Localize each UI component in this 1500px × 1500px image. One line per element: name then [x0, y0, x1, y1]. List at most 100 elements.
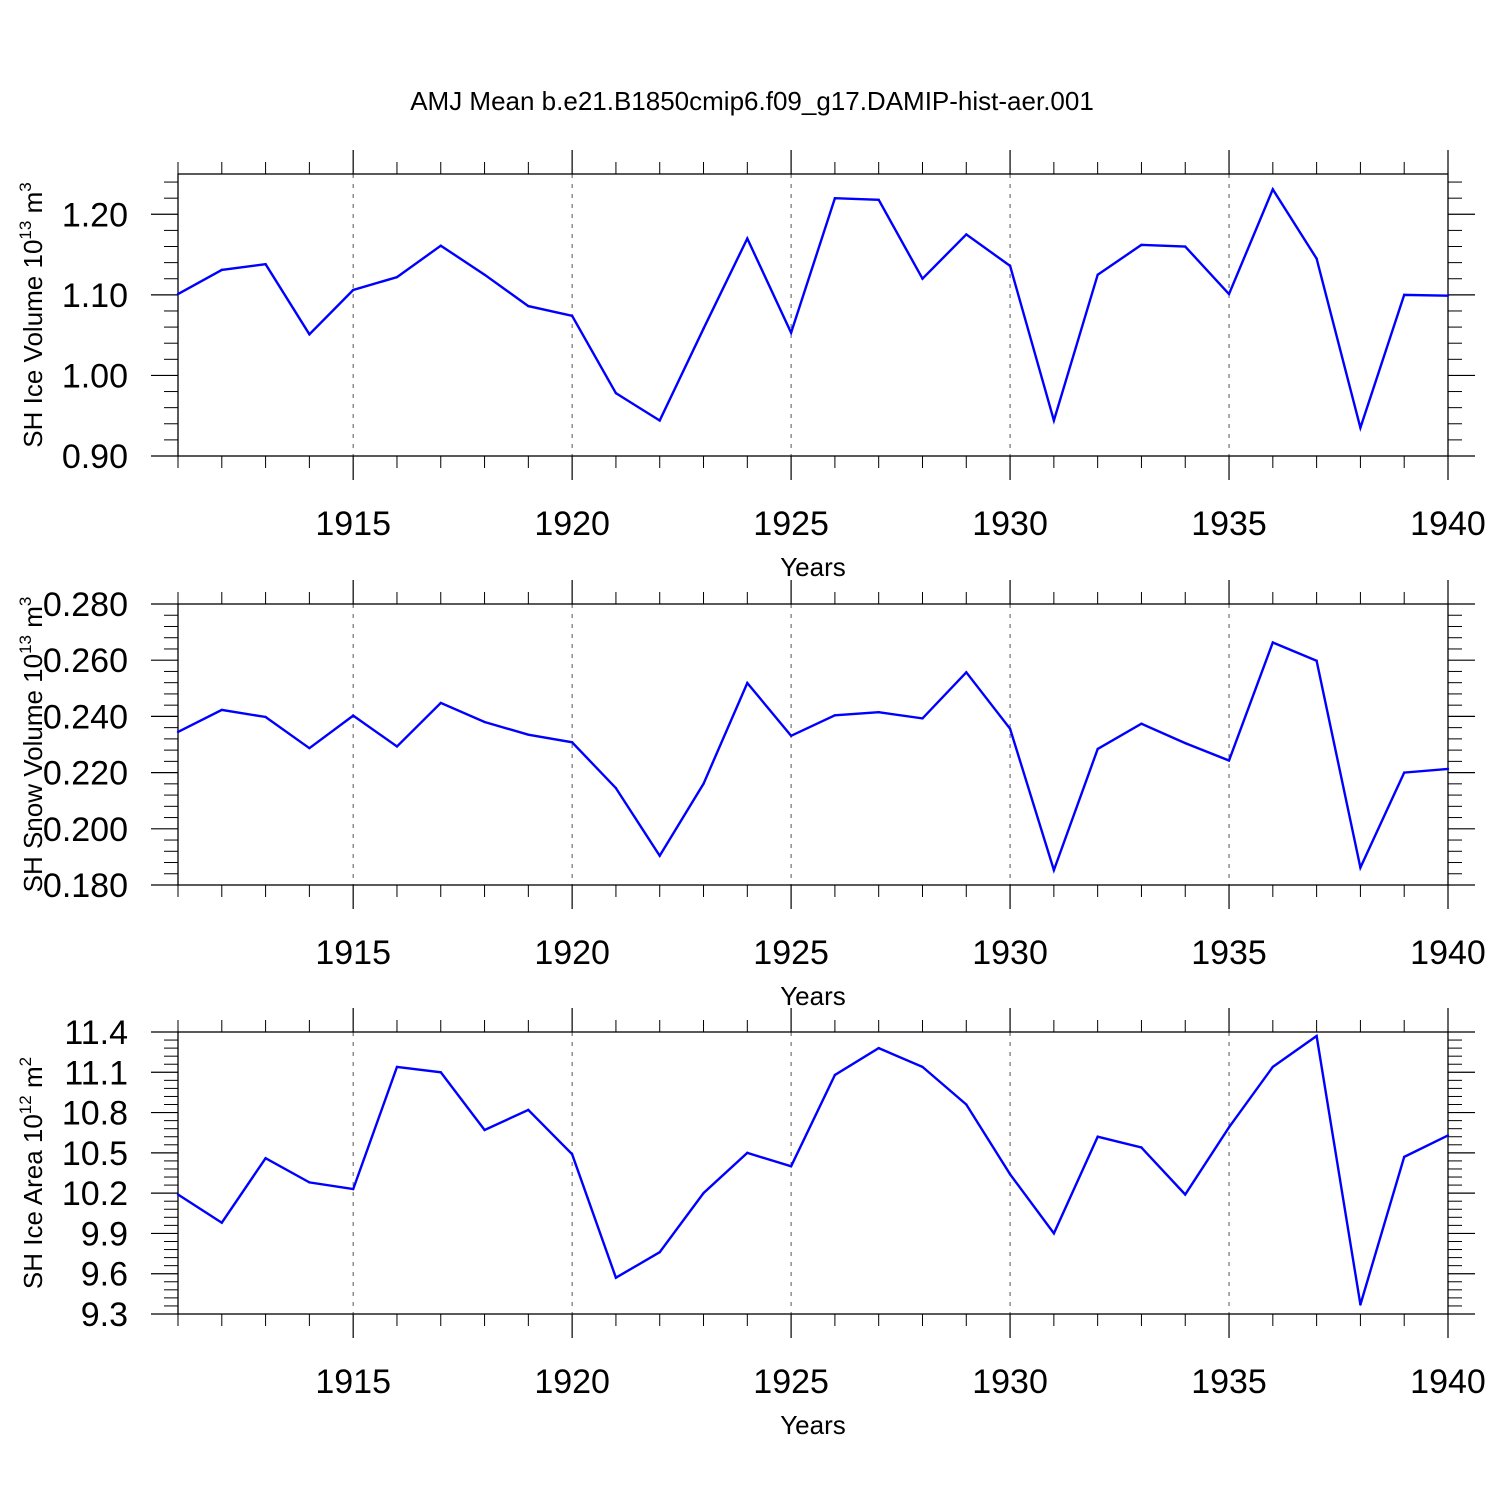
data-point	[1008, 727, 1012, 730]
data-point	[176, 292, 180, 296]
x-tick-label: 1920	[534, 1363, 610, 1401]
y-axis-label-unit-exponent: 2	[16, 1057, 35, 1066]
data-point	[1052, 1232, 1056, 1235]
y-axis-label-unit: m	[18, 1066, 48, 1095]
data-point	[1140, 1146, 1143, 1149]
data-point	[658, 1251, 661, 1254]
data-point	[921, 1065, 924, 1069]
x-tick-label: 1915	[315, 1363, 391, 1401]
plot-frame	[177, 603, 1449, 886]
x-tick-label: 1930	[972, 934, 1048, 972]
x-tick-label: 1920	[534, 505, 610, 543]
data-point	[921, 277, 924, 280]
plot-frame	[177, 1031, 1449, 1315]
data-point	[614, 391, 618, 395]
y-axis-label-unit: m	[18, 192, 48, 221]
x-tick-label: 1940	[1410, 505, 1486, 543]
chart-panel-3: 1915 1920 1925 1930 1935 1940Years9.39.69.910…	[16, 1008, 1486, 1440]
data-point	[264, 715, 267, 719]
y-axis-label-exponent: 13	[16, 221, 35, 240]
data-point	[1096, 747, 1099, 751]
data-point	[658, 419, 661, 422]
data-point	[833, 714, 837, 717]
data-point	[439, 244, 442, 247]
panels: 1915 1920 1925 1930 1935 1940 Years 0.90 1.00 1.1…	[16, 150, 1486, 1440]
data-point	[1403, 1155, 1406, 1159]
data-point	[176, 1193, 180, 1196]
y-axis-label-exponent: 13	[16, 635, 35, 654]
x-axis-label: Years	[780, 552, 846, 582]
x-tick-label: 1935	[1191, 505, 1267, 543]
data-point	[702, 327, 705, 330]
y-tick-label: 10.8	[62, 1095, 128, 1133]
x-tick-label: 1935	[1191, 1363, 1267, 1401]
data-point	[1271, 1065, 1275, 1069]
y-tick-label: 11.4	[64, 1014, 128, 1052]
data-point	[789, 1165, 793, 1168]
y-axis-label-text: SH Ice Volume 10	[18, 240, 48, 448]
data-point	[264, 1157, 267, 1160]
x-tick-label: 1940	[1410, 934, 1486, 972]
series-line	[177, 1033, 1449, 1305]
y-axis-label-text: SH Ice Area 10	[18, 1114, 48, 1289]
data-point	[570, 1153, 574, 1156]
y-tick-label: 0.200	[43, 811, 128, 849]
y-tick-label: 9.6	[81, 1256, 128, 1294]
y-tick-label: 1.00	[62, 357, 128, 395]
data-point	[220, 708, 223, 712]
y-tick-label: 0.180	[43, 867, 128, 905]
data-point	[1052, 868, 1056, 872]
data-point	[965, 233, 968, 236]
data-point	[220, 1221, 223, 1224]
chart-panel-1: 1915 1920 1925 1930 1935 1940 Years 0.90 1.00 1.1…	[16, 150, 1486, 582]
data-point	[308, 333, 311, 336]
data-point	[702, 782, 705, 786]
data-point	[1359, 426, 1362, 429]
data-point	[1227, 1126, 1231, 1129]
y-tick-label: 9.3	[81, 1296, 128, 1334]
x-tick-label: 1915	[315, 934, 391, 972]
data-point	[1446, 1134, 1450, 1137]
x-tick-label: 1940	[1410, 1363, 1486, 1401]
data-point	[1359, 866, 1362, 869]
data-point	[570, 314, 574, 318]
data-point	[921, 717, 924, 720]
data-point	[1403, 771, 1406, 774]
data-point	[351, 288, 355, 292]
series-line	[177, 640, 1449, 874]
data-point	[1052, 419, 1056, 422]
data-point	[1096, 1135, 1099, 1138]
data-point	[746, 681, 749, 685]
data-point	[308, 1181, 311, 1184]
data-point	[395, 1065, 399, 1069]
figure-title: AMJ Mean b.e21.B1850cmip6.f09_g17.DAMIP-…	[410, 86, 1094, 116]
y-axis-label-unit-exponent: 3	[16, 182, 35, 191]
y-axis-label: SH Snow Volume 1013 m3	[16, 597, 48, 893]
data-point	[264, 263, 267, 266]
y-tick-label: 0.260	[43, 642, 128, 680]
data-point	[483, 273, 486, 276]
data-point	[1403, 293, 1406, 297]
data-point	[1008, 1173, 1012, 1176]
plot-frame	[177, 173, 1449, 457]
data-point	[439, 701, 442, 705]
data-point	[351, 714, 355, 717]
data-point	[1315, 659, 1318, 662]
x-tick-label: 1935	[1191, 934, 1267, 972]
x-tick-label: 1925	[753, 1363, 829, 1401]
data-point	[570, 741, 574, 744]
data-point	[395, 745, 399, 748]
data-point	[1096, 273, 1099, 276]
data-point	[1446, 294, 1450, 297]
x-tick-label: 1915	[315, 505, 391, 543]
x-tick-label: 1925	[753, 505, 829, 543]
x-tick-label: 1920	[534, 934, 610, 972]
data-point	[176, 730, 180, 734]
y-tick-label: 11.1	[64, 1054, 128, 1092]
data-point	[1184, 741, 1187, 745]
data-point	[1227, 292, 1231, 296]
y-tick-label: 0.220	[43, 755, 128, 793]
y-tick-label: 0.280	[43, 586, 128, 624]
data-point	[1227, 759, 1231, 762]
